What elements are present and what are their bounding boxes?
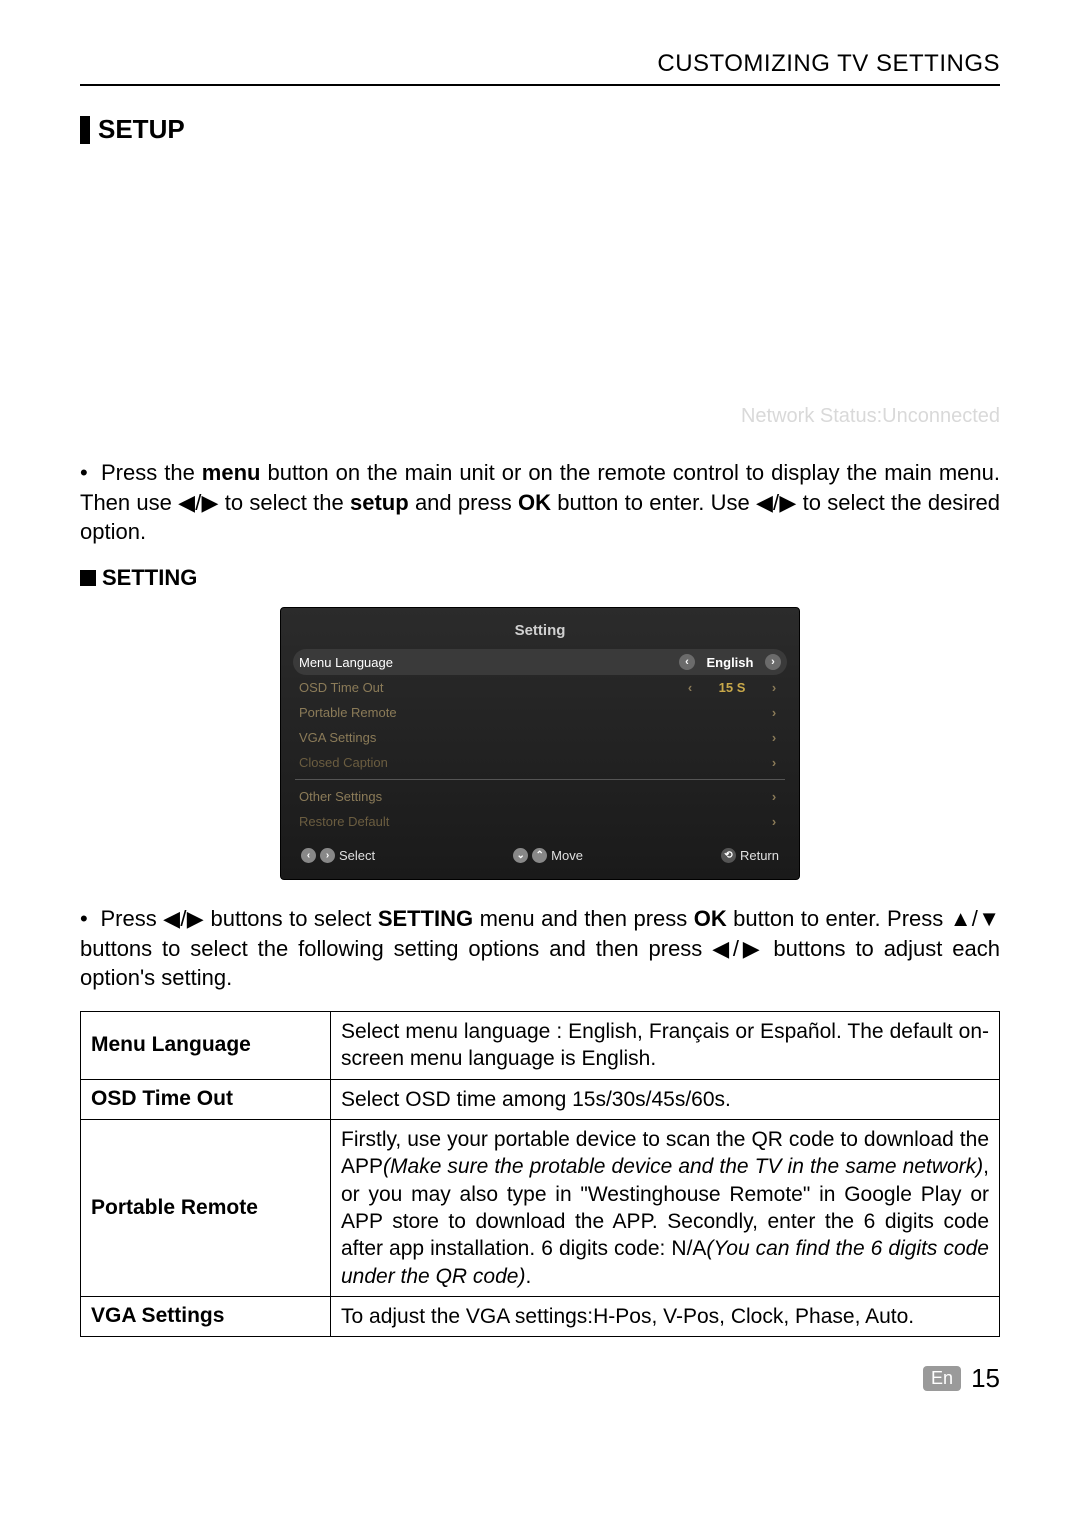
usage-paragraph: • Press ◀/▶ buttons to select SETTING me…: [80, 904, 1000, 993]
osd-row-label: Menu Language: [299, 655, 679, 670]
left-badge-icon: ‹: [301, 848, 316, 863]
osd-divider: [295, 779, 785, 780]
osd-row-label: Closed Caption: [299, 755, 767, 770]
up-badge-icon: ⌃: [532, 848, 547, 863]
chevron-left-icon[interactable]: ‹: [679, 654, 695, 670]
table-key: Menu Language: [81, 1012, 331, 1080]
osd-footer-select: Select: [339, 848, 375, 863]
osd-panel: Setting Menu Language ‹ English › OSD Ti…: [280, 607, 800, 880]
chevron-right-icon[interactable]: ›: [765, 654, 781, 670]
down-badge-icon: ⌄: [513, 848, 528, 863]
table-key: Portable Remote: [81, 1120, 331, 1297]
table-row: Menu Language Select menu language : Eng…: [81, 1012, 1000, 1080]
table-val: Select OSD time among 15s/30s/45s/60s.: [331, 1079, 1000, 1119]
osd-row-portable-remote[interactable]: Portable Remote ›: [281, 700, 799, 725]
return-badge-icon: ⟲: [721, 848, 736, 863]
settings-table: Menu Language Select menu language : Eng…: [80, 1011, 1000, 1337]
osd-row-menu-language[interactable]: Menu Language ‹ English ›: [293, 649, 787, 675]
table-key: VGA Settings: [81, 1296, 331, 1336]
intro-paragraph: • Press the menu button on the main unit…: [80, 458, 1000, 547]
osd-row-label: Other Settings: [299, 789, 767, 804]
osd-row-closed-caption[interactable]: Closed Caption ›: [281, 750, 799, 775]
osd-footer-move: Move: [551, 848, 583, 863]
page-number: 15: [971, 1363, 1000, 1394]
osd-title: Setting: [281, 618, 799, 649]
chevron-right-icon[interactable]: ›: [767, 680, 781, 695]
table-val: Firstly, use your portable device to sca…: [331, 1120, 1000, 1297]
osd-row-other-settings[interactable]: Other Settings ›: [281, 784, 799, 809]
chevron-left-icon[interactable]: ‹: [683, 680, 697, 695]
subheading-label: SETTING: [102, 565, 197, 591]
table-val: Select menu language : English, Français…: [331, 1012, 1000, 1080]
right-badge-icon: ›: [320, 848, 335, 863]
osd-row-label: Portable Remote: [299, 705, 767, 720]
osd-footer-return: Return: [740, 848, 779, 863]
network-status-ghost: Network Status:Unconnected: [80, 405, 1000, 428]
osd-row-label: VGA Settings: [299, 730, 767, 745]
osd-row-value: 15 S: [697, 680, 767, 695]
osd-row-osd-timeout[interactable]: OSD Time Out ‹ 15 S ›: [281, 675, 799, 700]
table-val: To adjust the VGA settings:H-Pos, V-Pos,…: [331, 1296, 1000, 1336]
table-row: Portable Remote Firstly, use your portab…: [81, 1120, 1000, 1297]
osd-footer: ‹ › Select ⌄ ⌃ Move ⟲ Return: [281, 834, 799, 865]
section-bar: [80, 116, 90, 144]
page-footer: En 15: [80, 1363, 1000, 1394]
section-label: SETUP: [98, 114, 185, 145]
lang-badge: En: [923, 1366, 961, 1391]
chevron-right-icon[interactable]: ›: [767, 730, 781, 745]
table-row: OSD Time Out Select OSD time among 15s/3…: [81, 1079, 1000, 1119]
chevron-right-icon[interactable]: ›: [767, 705, 781, 720]
osd-row-label: OSD Time Out: [299, 680, 683, 695]
header-rule: [80, 84, 1000, 86]
osd-row-vga-settings[interactable]: VGA Settings ›: [281, 725, 799, 750]
chevron-right-icon[interactable]: ›: [767, 789, 781, 804]
osd-row-restore-default[interactable]: Restore Default ›: [281, 809, 799, 834]
page-header: CUSTOMIZING TV SETTINGS: [657, 50, 1000, 78]
table-key: OSD Time Out: [81, 1079, 331, 1119]
table-row: VGA Settings To adjust the VGA settings:…: [81, 1296, 1000, 1336]
osd-row-value: English: [695, 655, 765, 670]
osd-row-label: Restore Default: [299, 814, 767, 829]
subheading-icon: [80, 570, 96, 586]
chevron-right-icon[interactable]: ›: [767, 755, 781, 770]
chevron-right-icon[interactable]: ›: [767, 814, 781, 829]
